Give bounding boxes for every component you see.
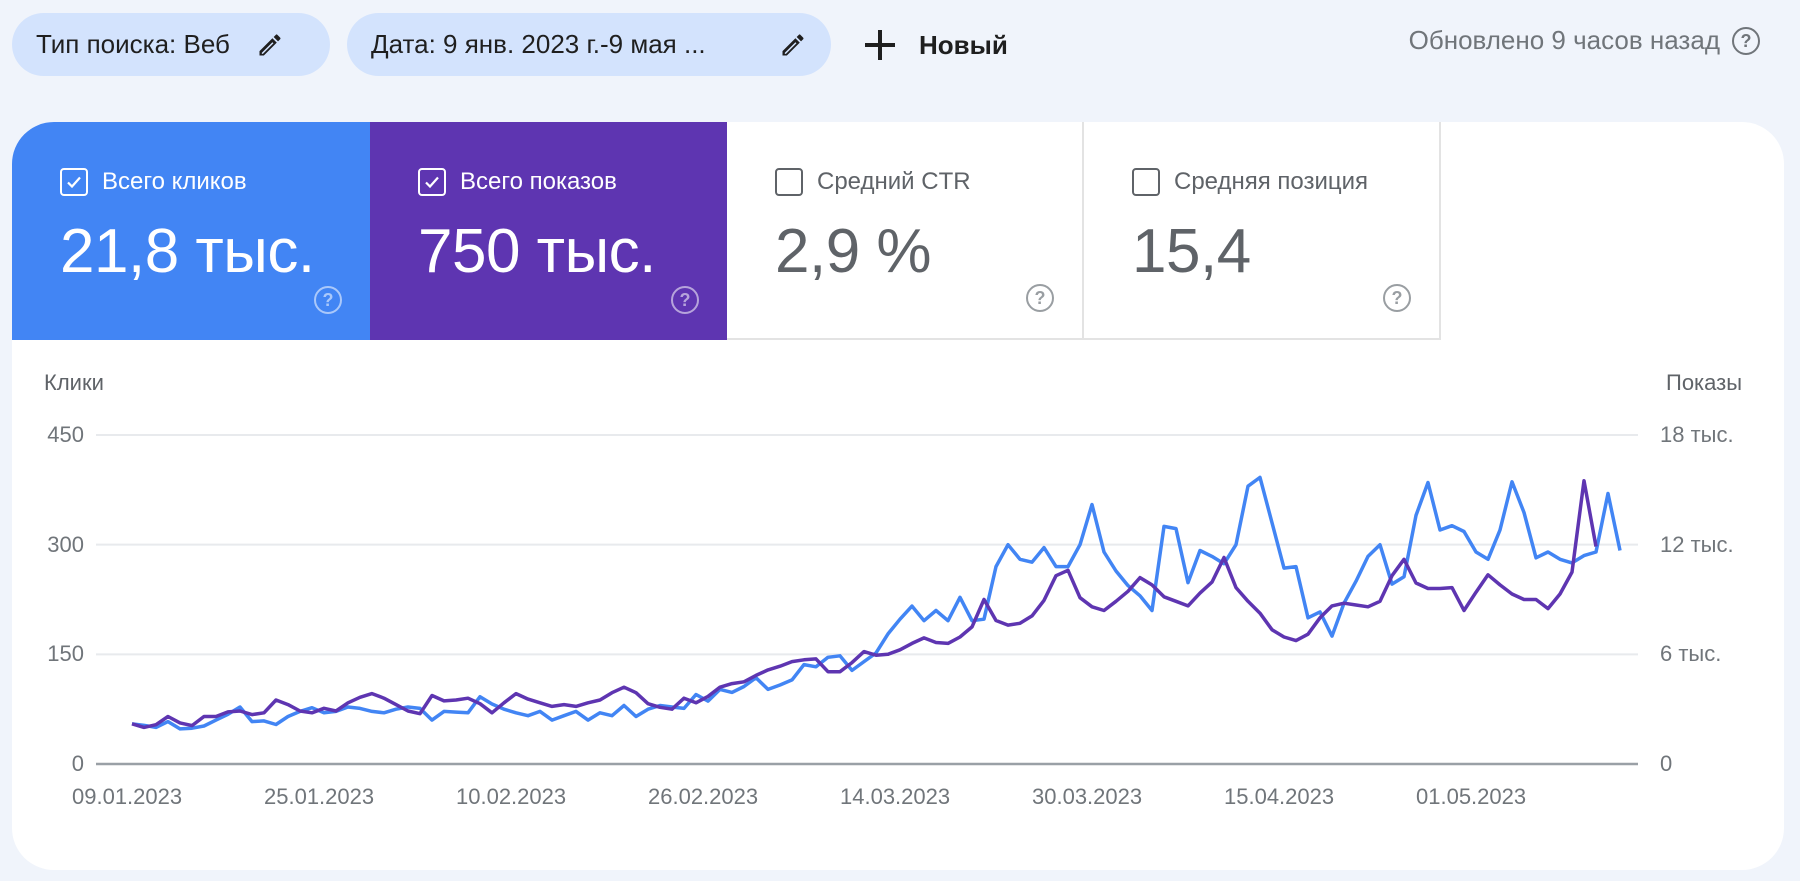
metric-label: Средний CTR: [817, 168, 971, 195]
y-tick-label-right: 6 тыс.: [1660, 641, 1722, 667]
metric-tile-total-clicks[interactable]: Всего кликов 21,8 тыс. ?: [12, 122, 370, 340]
left-axis-title: Клики: [44, 370, 104, 395]
impressions-line[interactable]: [131, 478, 1598, 730]
checkbox-checked-icon[interactable]: [418, 168, 446, 196]
last-updated-text: Обновлено 9 часов назад: [1408, 25, 1720, 55]
metric-label: Всего показов: [460, 168, 617, 195]
metric-value: 21,8 тыс.: [60, 217, 315, 286]
performance-card: Всего кликов 21,8 тыс. ? Всего показов 7…: [12, 122, 1784, 870]
help-icon[interactable]: ?: [1026, 284, 1054, 312]
clicks-line[interactable]: [131, 475, 1622, 731]
x-tick-label: 15.04.2023: [1224, 784, 1335, 809]
metric-tile-total-impressions[interactable]: Всего показов 750 тыс. ?: [370, 122, 727, 340]
metric-label: Всего кликов: [102, 168, 247, 195]
date-range-label: Дата: 9 янв. 2023 г.-9 мая ...: [371, 29, 706, 59]
checkbox-checked-icon[interactable]: [60, 168, 88, 196]
help-icon[interactable]: ?: [1732, 26, 1760, 55]
pencil-icon[interactable]: [779, 31, 807, 59]
x-tick-label: 14.03.2023: [840, 784, 951, 809]
y-tick-label-right: 0: [1660, 751, 1673, 776]
new-filter-button[interactable]: Новый: [865, 22, 1008, 68]
x-tick-label: 01.05.2023: [1416, 784, 1527, 809]
y-tick-label: 150: [47, 641, 84, 667]
help-icon[interactable]: ?: [671, 286, 699, 314]
y-tick-label: 300: [47, 531, 84, 557]
x-tick-label: 10.02.2023: [456, 784, 567, 809]
checkbox-unchecked-icon[interactable]: [1132, 168, 1160, 196]
metric-value: 750 тыс.: [418, 217, 656, 286]
y-tick-label-right: 12 тыс.: [1660, 531, 1734, 557]
y-tick-label: 0: [71, 751, 84, 776]
plus-icon: [865, 30, 895, 60]
metric-value: 15,4: [1132, 217, 1251, 286]
help-icon[interactable]: ?: [314, 286, 342, 314]
last-updated: Обновлено 9 часов назад ?: [1409, 25, 1760, 56]
right-axis-title: Показы: [1666, 370, 1743, 395]
performance-chart[interactable]: Клики Показы 0 150 300 450 0 6 тыс. 12 тыс. 18…: [12, 340, 1784, 870]
x-tick-label: 30.03.2023: [1032, 784, 1143, 809]
y-tick-label: 450: [47, 422, 84, 447]
x-tick-label: 25.01.2023: [264, 784, 375, 809]
metric-tile-average-ctr[interactable]: Средний CTR 2,9 % ?: [727, 122, 1084, 340]
y-tick-label-right: 18 тыс.: [1660, 422, 1734, 447]
line-plot[interactable]: [12, 340, 1784, 870]
x-tick-label: 09.01.2023: [72, 784, 183, 809]
help-icon[interactable]: ?: [1383, 284, 1411, 312]
pencil-icon[interactable]: [256, 31, 284, 59]
metric-label: Средняя позиция: [1174, 168, 1369, 195]
search-type-label: Тип поиска: Веб: [36, 29, 230, 59]
x-tick-label: 26.02.2023: [648, 784, 759, 809]
date-range-filter-chip[interactable]: Дата: 9 янв. 2023 г.-9 мая ...: [347, 13, 831, 76]
metric-value: 2,9 %: [775, 217, 932, 286]
checkbox-unchecked-icon[interactable]: [775, 168, 803, 196]
metric-tile-average-position[interactable]: Средняя позиция 15,4 ?: [1084, 122, 1441, 340]
search-type-filter-chip[interactable]: Тип поиска: Веб: [12, 13, 330, 76]
new-filter-label: Новый: [919, 29, 1008, 60]
metric-tiles: Всего кликов 21,8 тыс. ? Всего показов 7…: [12, 122, 1441, 340]
toolbar: Тип поиска: Веб Дата: 9 янв. 2023 г.-9 м…: [0, 0, 1800, 100]
